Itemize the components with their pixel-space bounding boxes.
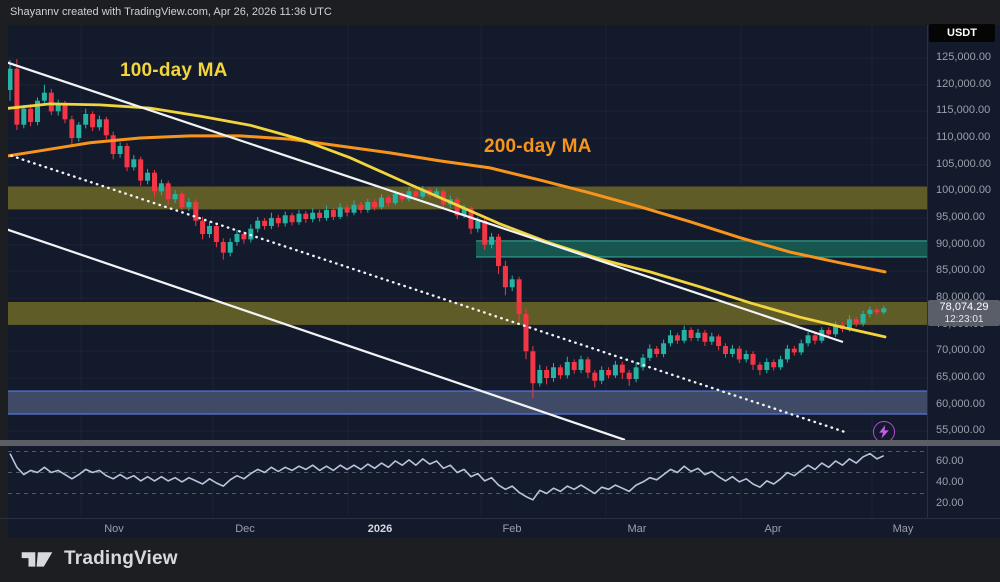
left-frame [0,25,8,538]
pane-separator-handle[interactable] [0,440,1000,446]
time-tick: Nov [104,523,124,535]
ma100-annotation: 100-day MA [120,60,228,81]
price-tick: 55,000.00 [936,424,985,436]
price-tick: 60,000.00 [936,398,985,410]
time-tick: Apr [764,523,782,535]
price-tick: 105,000.00 [936,158,992,170]
time-axis[interactable]: Nov Dec 2026 Feb Mar Apr May [0,518,1000,539]
attribution-text: Shayannv created with TradingView.com, A… [10,6,332,18]
time-tick: May [892,523,914,535]
candle-countdown: 12:23:01 [944,313,984,325]
brand-name: TradingView [64,548,178,569]
rsi-tick: 40.00 [936,476,964,488]
footer-bar: TradingView [0,538,1000,582]
last-price-value: 78,074.29 [939,301,989,313]
tradingview-link[interactable]: TradingView [20,546,178,572]
quote-currency-badge[interactable]: USDT [929,24,995,42]
time-tick: Feb [502,523,522,535]
price-tick: 85,000.00 [936,264,985,276]
price-tick: 90,000.00 [936,238,985,250]
lightning-bolt-icon [879,425,889,439]
price-tick: 125,000.00 [936,51,992,63]
rsi-tick: 20.00 [936,497,964,509]
price-axis[interactable]: 125,000.00 120,000.00 115,000.00 110,000.00… [927,25,1000,518]
price-tick: 65,000.00 [936,371,985,383]
rsi-tick: 60.00 [936,455,964,467]
tradingview-logo-icon [21,552,53,567]
flash-icon[interactable] [873,421,895,443]
price-tick: 115,000.00 [936,104,991,116]
price-tick: 110,000.00 [936,131,991,143]
price-tick: 100,000.00 [936,184,992,196]
price-tick: 120,000.00 [936,78,992,90]
price-tick: 70,000.00 [936,344,985,356]
header-bar: Shayannv created with TradingView.com, A… [0,0,1000,25]
time-tick: Mar [627,523,647,535]
chart-canvas[interactable] [0,25,1000,538]
candlestick-rsi-plot[interactable] [0,25,1000,538]
ma200-annotation: 200-day MA [484,136,592,157]
last-price-label: 78,074.29 12:23:01 [928,300,1000,326]
price-tick: 95,000.00 [936,211,985,223]
time-tick: Dec [235,523,255,535]
time-tick: 2026 [367,523,393,535]
